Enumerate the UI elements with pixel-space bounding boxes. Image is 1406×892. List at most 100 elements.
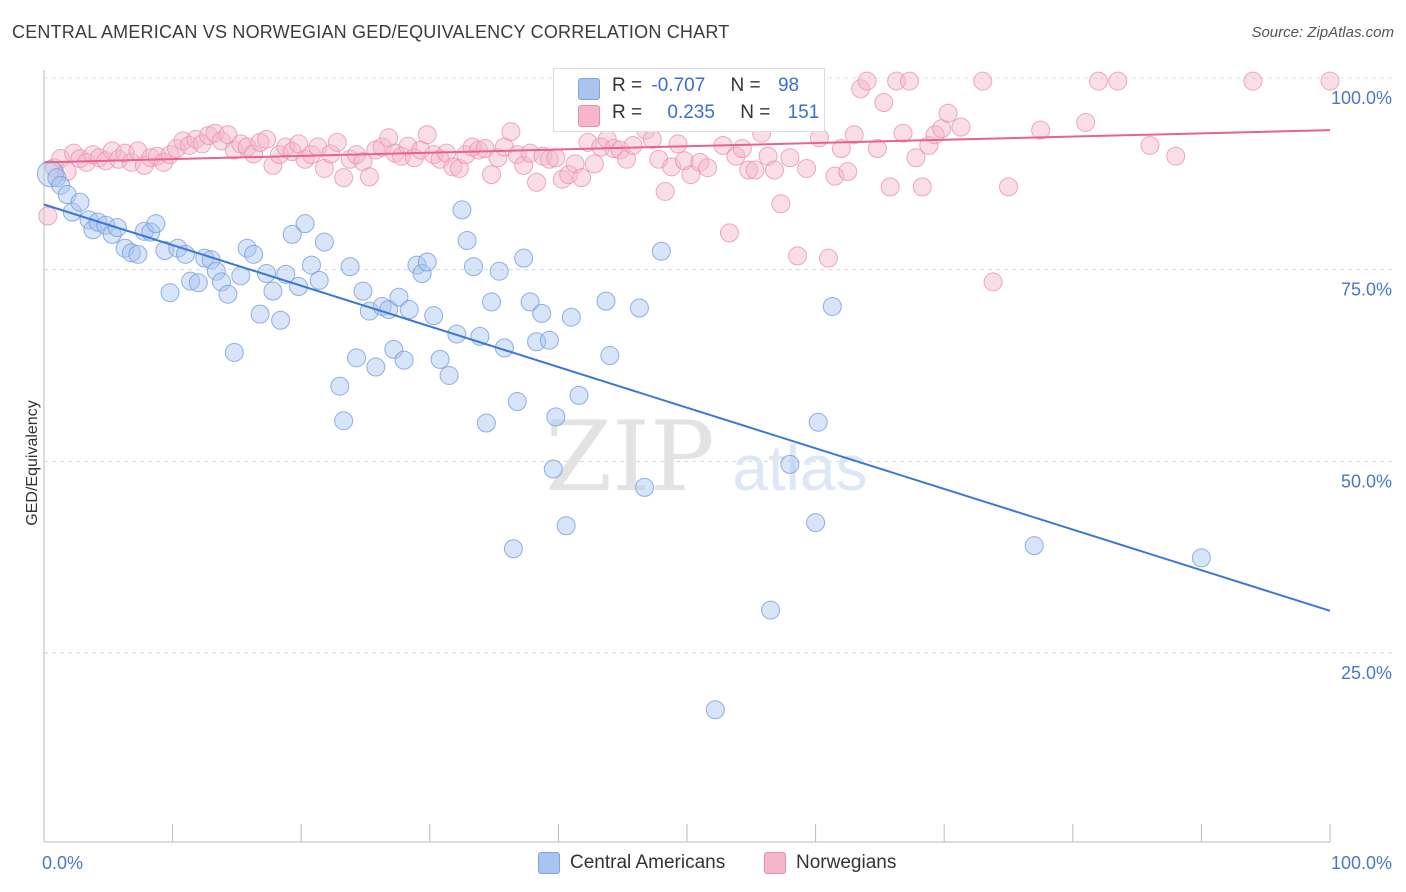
norwegians-point (874, 93, 894, 113)
central-americans-point (146, 214, 166, 234)
central-americans-point (412, 264, 432, 283)
central-americans-point (301, 255, 321, 275)
watermark-zip: ZIP (545, 401, 714, 513)
central-americans-point (489, 261, 509, 281)
legend-item-central-americans[interactable]: Central Americans (538, 852, 725, 874)
norwegians-point (1108, 71, 1128, 91)
norwegians-point (983, 272, 1003, 292)
norwegians-point (398, 136, 418, 156)
central-americans-point (514, 248, 534, 268)
norwegians-point (359, 167, 379, 187)
central-americans-point (289, 277, 309, 297)
norwegians-point (844, 125, 864, 145)
central-americans-point (330, 376, 350, 396)
central-americans-point (353, 281, 373, 301)
norwegians-point (256, 129, 276, 149)
norwegians-point (739, 160, 759, 180)
legend-pink-r-value: 0.235 (667, 102, 715, 123)
legend-pink-n-label: N = (740, 102, 771, 123)
central-americans-point (532, 303, 552, 323)
central-americans-point (211, 272, 231, 292)
norwegians-point (121, 152, 141, 172)
y-tick-label-75: 75.0% (1341, 280, 1392, 300)
central-americans-point (539, 330, 559, 350)
central-americans-point (309, 270, 329, 290)
norwegians-point (623, 135, 643, 155)
central-americans-point (651, 241, 671, 261)
central-americans-point (389, 287, 409, 307)
central-americans-point (256, 264, 276, 283)
central-americans-trend-line (43, 203, 1331, 612)
norwegians-point (764, 160, 784, 180)
norwegians-point (584, 154, 604, 174)
central-americans-point (244, 244, 264, 264)
norwegians-point (973, 71, 993, 91)
norwegians-point (745, 160, 765, 180)
norwegians-point (1243, 71, 1263, 91)
norwegians-point (520, 143, 540, 163)
chart-title: CENTRAL AMERICAN VS NORWEGIAN GED/EQUIVA… (12, 22, 730, 42)
source-label: Source: ZipAtlas.com (1251, 24, 1394, 41)
central-americans-point (806, 513, 826, 533)
central-americans-point (70, 192, 90, 212)
norwegians-point (578, 132, 598, 152)
central-americans-point (546, 407, 566, 427)
norwegians-point (906, 148, 926, 168)
central-americans-point (96, 215, 116, 235)
norwegians-point (999, 177, 1018, 197)
norwegians-point (788, 246, 808, 266)
legend-swatch-pink (578, 105, 600, 127)
norwegians-point (546, 148, 566, 168)
central-americans-point (250, 304, 270, 324)
legend-blue-n-value: 98 (777, 75, 800, 96)
central-americans-points (36, 160, 1211, 720)
central-americans-point (224, 342, 244, 362)
norwegians-point (269, 145, 289, 165)
central-americans-point (295, 214, 315, 234)
x-tick-labels: 0.0% 100.0% (42, 853, 1392, 873)
norwegians-point (1031, 120, 1051, 140)
central-americans-point (452, 200, 472, 220)
central-americans-point (394, 350, 414, 370)
central-americans-point (424, 306, 444, 326)
norwegians-point (488, 148, 508, 168)
x-tick-label-min: 0.0% (42, 853, 83, 873)
central-americans-point (417, 252, 437, 272)
central-americans-point (334, 411, 354, 431)
norwegians-point (893, 123, 913, 143)
central-americans-point (457, 231, 477, 251)
central-americans-point (507, 392, 527, 412)
central-americans-point (263, 281, 283, 301)
norwegians-point (698, 158, 718, 178)
norwegians-point (572, 168, 592, 188)
legend-item-norwegians[interactable]: Norwegians (764, 852, 896, 874)
central-americans-point (206, 261, 226, 281)
norwegians-point (334, 168, 354, 188)
series-legend: Central Americans Norwegians (0, 852, 1406, 878)
norwegians-point (899, 71, 919, 91)
norwegians-point (141, 148, 161, 168)
central-americans-point (1191, 548, 1211, 568)
legend-blue-n-label: N = (730, 75, 761, 96)
norwegians-point (154, 152, 174, 172)
central-americans-point (366, 357, 386, 377)
norwegians-point (475, 139, 495, 159)
legend-row-blue: R = -0.707 N = 98 (554, 75, 824, 103)
central-americans-point (561, 307, 581, 327)
central-americans-point (430, 349, 450, 369)
central-americans-point (271, 310, 291, 330)
central-americans-point (168, 238, 188, 258)
norwegians-point (559, 165, 579, 185)
central-americans-point (314, 232, 334, 252)
norwegians-point (818, 248, 838, 268)
norwegians-point (825, 166, 845, 186)
norwegians-point (1140, 135, 1160, 155)
central-americans-point (569, 385, 589, 405)
central-americans-point (600, 346, 620, 366)
y-tick-label-25: 25.0% (1341, 663, 1392, 683)
norwegians-point (443, 157, 463, 177)
norwegians-point (610, 140, 630, 160)
norwegians-point (880, 177, 900, 197)
x-tick-label-max: 100.0% (1331, 853, 1392, 873)
